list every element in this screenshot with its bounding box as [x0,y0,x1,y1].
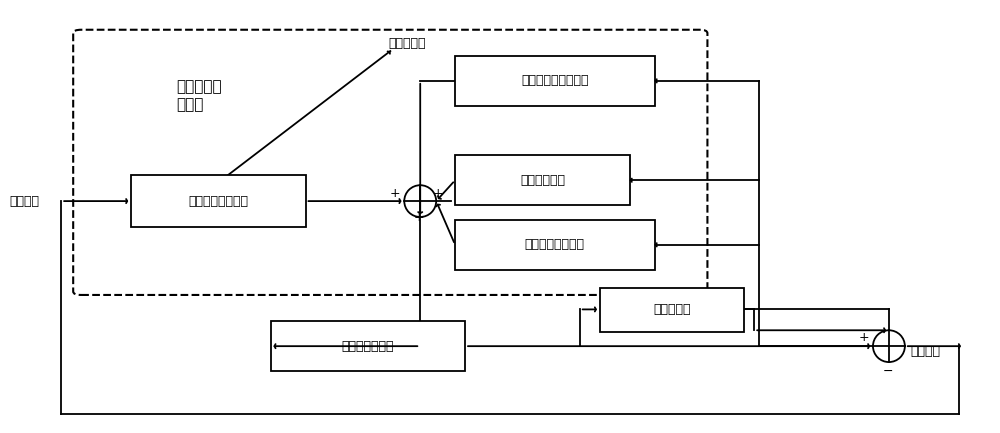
Bar [455,155,630,205]
Text: 非线性模型补偿参数: 非线性模型补偿参数 [521,74,589,87]
Bar [455,220,655,270]
Text: 水下液压机械臂: 水下液压机械臂 [342,339,394,352]
Ellipse shape [873,330,905,362]
Bar [455,56,655,106]
Text: 线性鲁棒参数: 线性鲁棒参数 [520,174,565,187]
Text: +: + [433,187,443,200]
Text: +: + [414,211,425,224]
Text: 目标轨迹: 目标轨迹 [9,194,39,207]
Text: +: + [859,331,869,344]
Text: 非线性鲁棒
控制器: 非线性鲁棒 控制器 [176,80,222,112]
Text: 不确定性补偿参数: 不确定性补偿参数 [525,238,585,251]
Text: 扩张观测器: 扩张观测器 [653,304,691,317]
Text: 跟踪误差: 跟踪误差 [911,345,941,358]
Bar [600,288,744,332]
Text: −: − [883,365,893,378]
Text: 非线性动力学模型: 非线性动力学模型 [188,194,248,207]
Text: 参数估计值: 参数估计值 [388,37,426,50]
Bar [271,321,465,371]
Text: +: + [390,187,401,200]
Bar [131,175,306,227]
Ellipse shape [404,185,436,217]
